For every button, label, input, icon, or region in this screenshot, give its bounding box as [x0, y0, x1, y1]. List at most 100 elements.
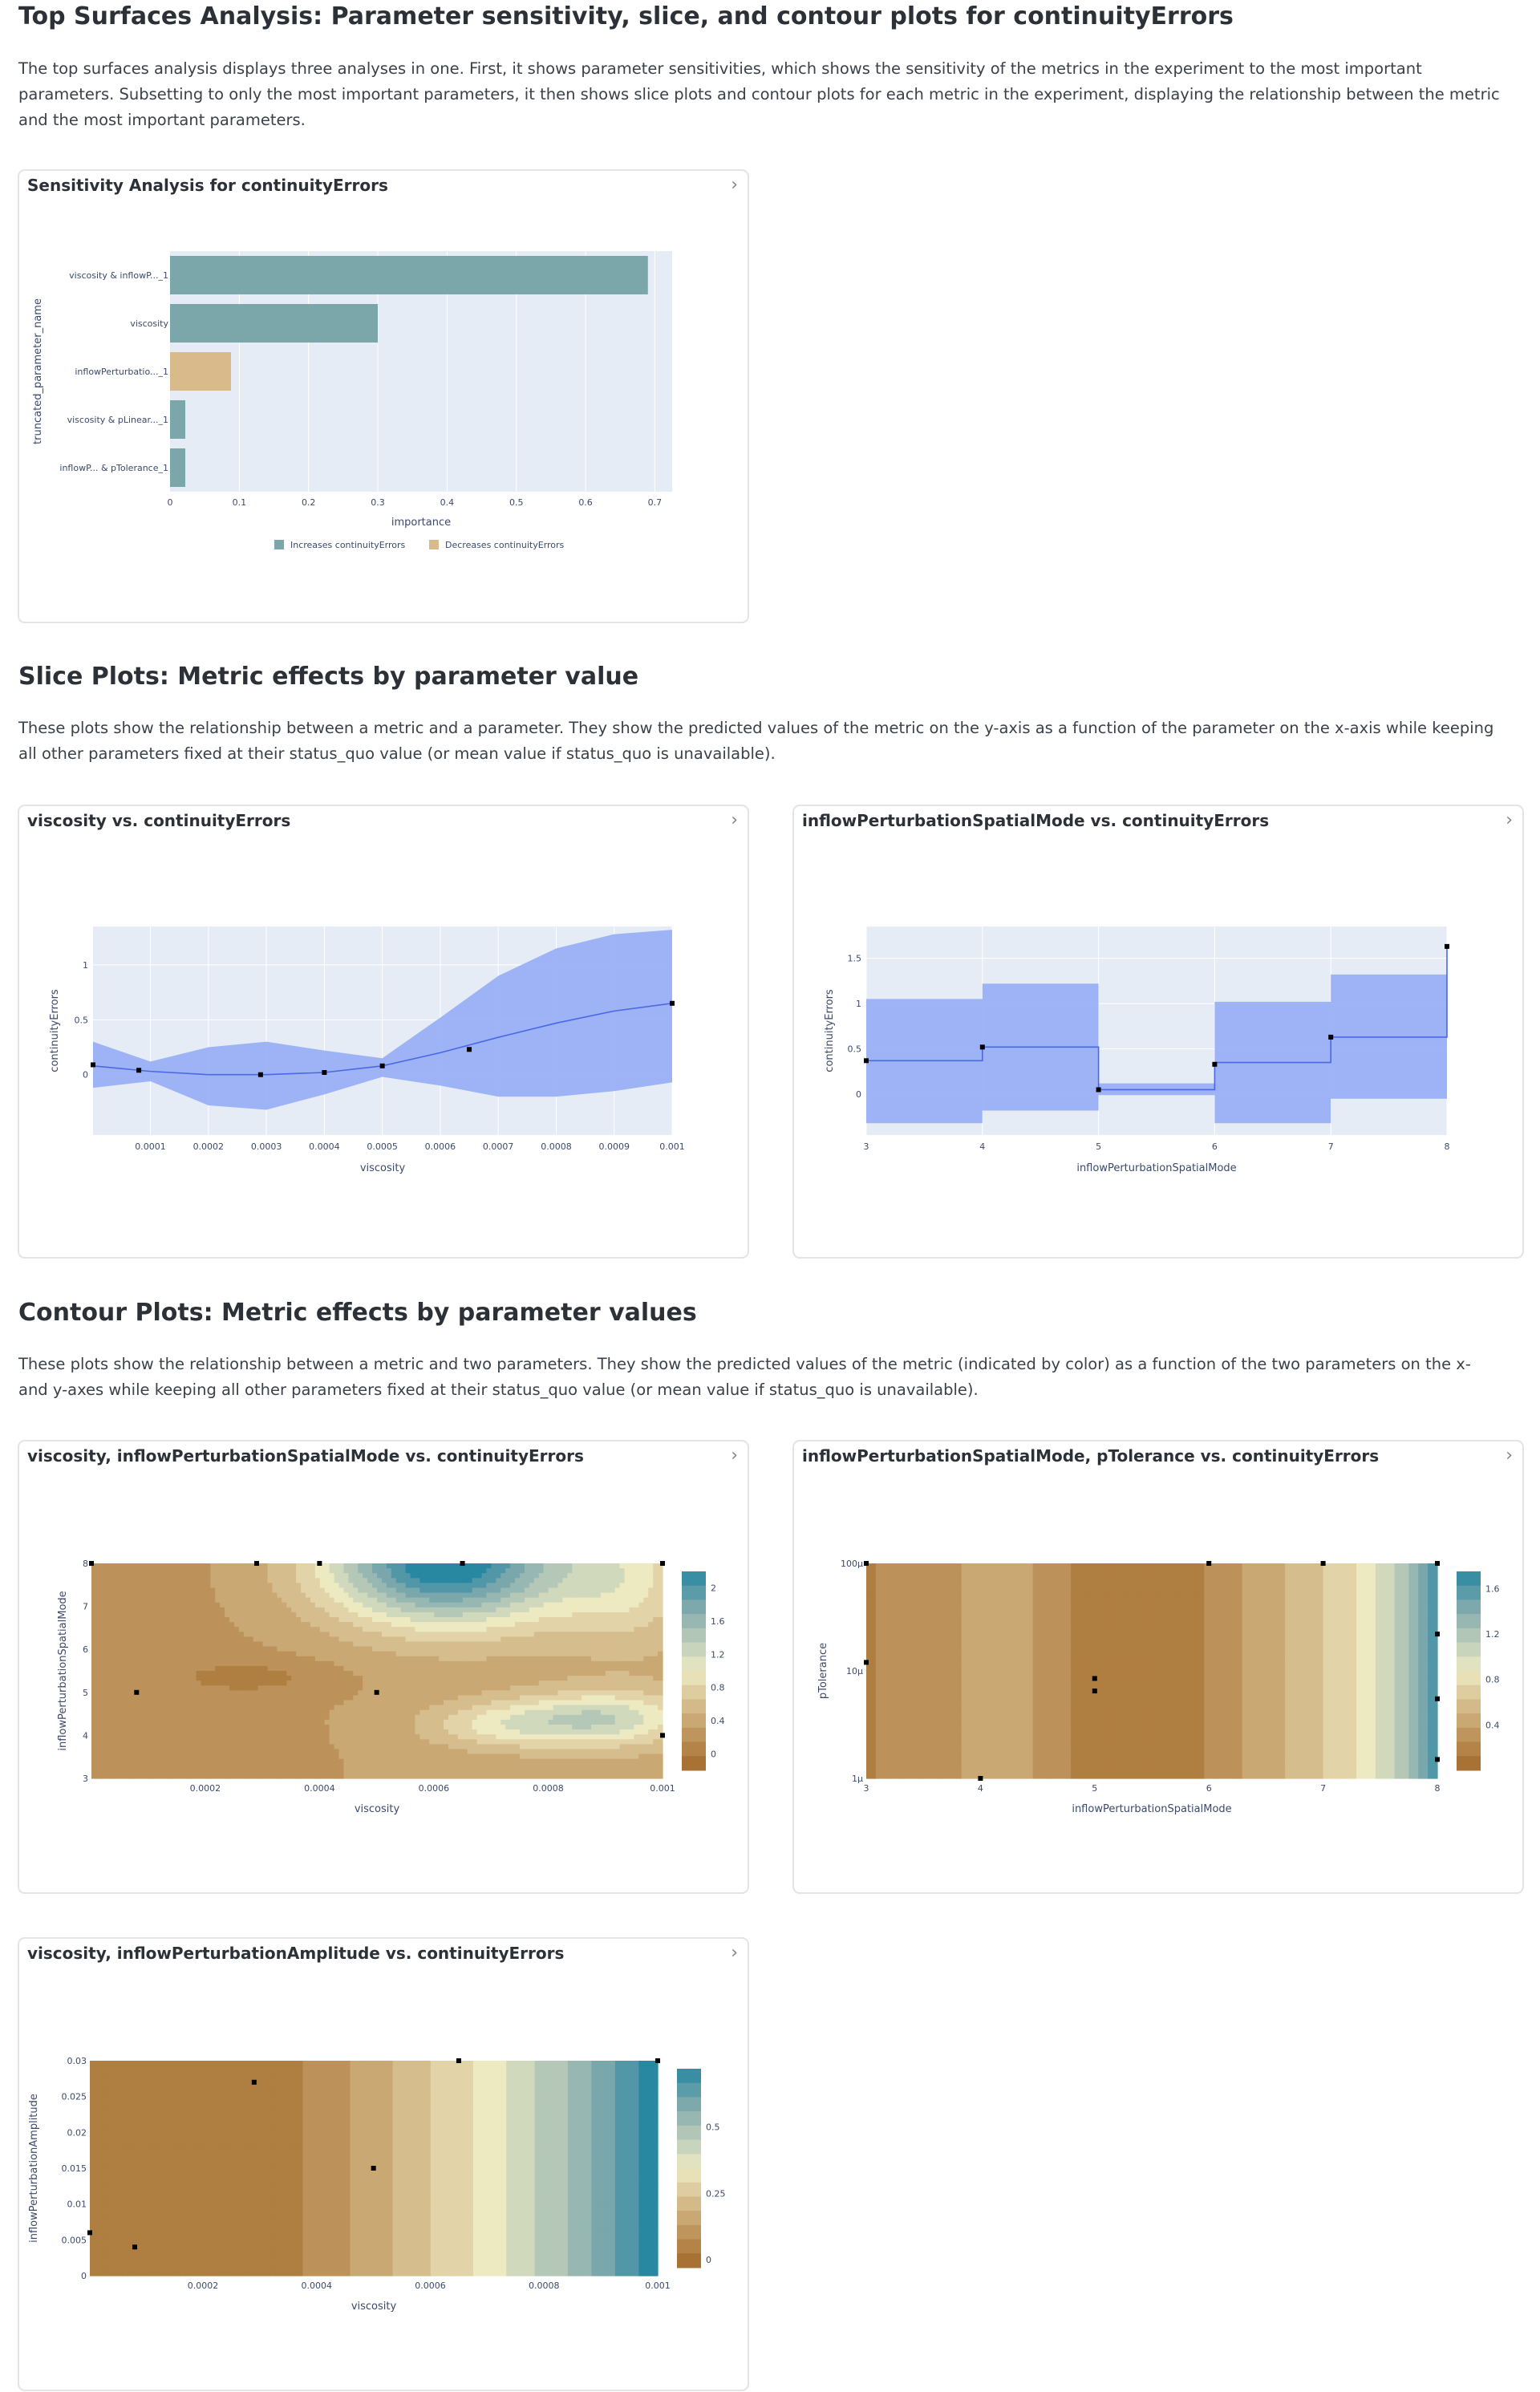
contour-cell: [572, 1632, 578, 1637]
contour-cell: [476, 1583, 483, 1589]
contour-cell: [491, 1729, 496, 1735]
contour-cell: [363, 1636, 368, 1643]
contour-cell: [324, 1739, 330, 1745]
contour-cell: [129, 1656, 135, 1662]
contour-cell: [348, 1709, 354, 1716]
contour-cell: [172, 1734, 178, 1740]
contour-cell: [248, 1744, 254, 1750]
contour-cell: [296, 1690, 302, 1697]
contour-cell: [491, 1744, 496, 1750]
contour-cell: [277, 1749, 282, 1755]
contour-cell: [400, 1612, 407, 1618]
contour-cell: [410, 1622, 416, 1628]
contour-cell: [505, 1676, 511, 1681]
contour-cell: [220, 1583, 225, 1589]
contour-cell: [391, 1602, 397, 1608]
contour-cell: [386, 1636, 392, 1643]
contour-cell: [562, 1646, 568, 1652]
contour-cell: [314, 1758, 321, 1765]
contour-cell: [291, 1660, 297, 1667]
contour-cell: [286, 1583, 292, 1589]
contour-cell: [215, 1612, 221, 1618]
contour-cell: [234, 1685, 240, 1691]
contour-cell: [500, 1622, 506, 1628]
contour-cell: [181, 1656, 188, 1662]
contour-cell: [243, 1744, 249, 1750]
chevron-right-icon[interactable]: ›: [731, 810, 738, 830]
legend-label-increase: Increases continuityErrors: [290, 540, 406, 550]
contour-cell: [386, 1685, 392, 1691]
contour-cell: [572, 1685, 578, 1691]
contour-cell: [210, 1651, 216, 1657]
contour-cell: [543, 1676, 549, 1681]
contour-cell: [529, 1685, 535, 1691]
contour-cell: [167, 1709, 173, 1716]
contour-cell: [452, 1709, 459, 1716]
contour-cell: [191, 1592, 197, 1599]
contour-cell: [124, 1568, 131, 1574]
contour-cell: [476, 1714, 483, 1721]
contour-cell: [582, 1690, 587, 1697]
contour-cell: [120, 1700, 126, 1706]
contour-cell: [324, 1656, 330, 1662]
contour-cell: [386, 1583, 392, 1589]
contour-cell: [314, 1578, 321, 1583]
contour-cell: [229, 1719, 235, 1725]
contour-cell: [291, 1725, 297, 1730]
contour-cell: [110, 1744, 116, 1750]
contour-cell: [329, 1705, 335, 1711]
contour-cell: [572, 1700, 578, 1706]
contour-cell: [353, 1578, 359, 1583]
contour-cell: [548, 1646, 554, 1652]
contour-cell: [267, 1632, 274, 1637]
contour-cell: [600, 1753, 606, 1760]
contour-cell: [557, 1587, 563, 1594]
contour-cell: [529, 1700, 535, 1706]
chevron-right-icon[interactable]: ›: [731, 1445, 738, 1466]
contour-cell: [210, 1612, 216, 1618]
contour-cell: [120, 1592, 126, 1599]
contour-cell: [386, 1656, 392, 1662]
contour-cell: [605, 1734, 611, 1740]
contour-cell: [348, 1749, 354, 1755]
contour-cell: [319, 1641, 326, 1648]
contour-cell: [491, 1719, 496, 1725]
contour-cell: [448, 1690, 454, 1697]
chevron-right-icon[interactable]: ›: [1506, 810, 1513, 830]
contour-cell: [419, 1612, 425, 1618]
contour-cell: [144, 1578, 149, 1583]
contour-cell: [562, 1573, 568, 1579]
contour-cell: [538, 1636, 545, 1643]
chevron-right-icon[interactable]: ›: [731, 175, 738, 195]
contour-cell: [400, 1656, 407, 1662]
contour-cell: [500, 1612, 506, 1618]
slice-inflow-card[interactable]: inflowPerturbationSpatialMode vs. contin…: [792, 805, 1524, 1259]
contour-cell: [400, 1680, 407, 1686]
contour-cell: [343, 1758, 349, 1765]
sensitivity-card[interactable]: Sensitivity Analysis for continuityError…: [18, 169, 749, 623]
contour-cell: [400, 1758, 407, 1765]
contour-viscosity-spatialmode-card[interactable]: viscosity, inflowPerturbationSpatialMode…: [18, 1440, 749, 1894]
contour-cell: [439, 1563, 444, 1569]
contour-cell: [257, 1680, 264, 1686]
contour-cell: [314, 1709, 321, 1716]
contour-cell: [172, 1651, 178, 1657]
contour-cell: [586, 1636, 592, 1643]
slice-viscosity-card[interactable]: viscosity vs. continuityErrors › 0.0001 0…: [18, 805, 749, 1259]
contour-cell: [272, 1602, 278, 1608]
contour-cell: [429, 1597, 435, 1603]
contour-cell: [543, 1573, 549, 1579]
contour-cell: [319, 1627, 326, 1632]
contour-cell: [429, 1763, 435, 1770]
contour-cell: [553, 1763, 559, 1770]
contour-cell: [491, 1773, 496, 1779]
contour-cell: [225, 1617, 230, 1623]
contour-cell: [491, 1563, 496, 1569]
y-tick-label: inflowP... & pTolerance_1: [59, 463, 168, 473]
contour-cell: [358, 1690, 363, 1697]
contour-cell: [557, 1617, 563, 1623]
contour-cell: [124, 1719, 131, 1725]
contour-cell: [91, 1773, 97, 1779]
contour-cell: [529, 1758, 535, 1765]
contour-cell: [272, 1597, 278, 1603]
